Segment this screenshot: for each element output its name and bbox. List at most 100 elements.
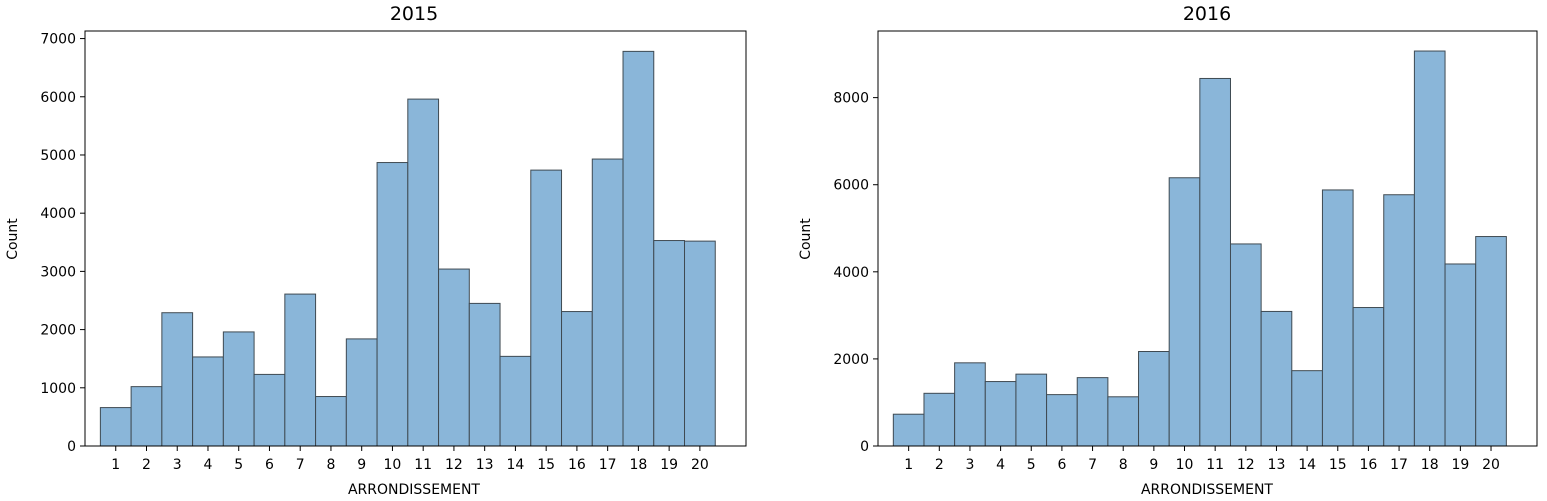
y-tick-label: 4000 bbox=[833, 265, 869, 281]
x-axis-label: ARRONDISSEMENT bbox=[348, 482, 480, 497]
x-tick-label: 9 bbox=[1149, 457, 1158, 473]
x-tick-label: 6 bbox=[265, 457, 274, 473]
bar-2 bbox=[130, 386, 163, 447]
x-tick-label: 4 bbox=[996, 457, 1005, 473]
bar-14 bbox=[499, 355, 532, 447]
x-tick-label: 12 bbox=[1237, 457, 1255, 473]
x-tick-label: 13 bbox=[1268, 457, 1286, 473]
y-axis-label: Count bbox=[5, 218, 21, 260]
bar-17 bbox=[591, 158, 624, 447]
chart-2016-svg: 2016 Count ARRONDISSEMENT 1 2 3 4 5 6 7 8 9 10 11 1… bbox=[798, 3, 1538, 498]
x-tick-label: 10 bbox=[1176, 457, 1194, 473]
chart-title: 2015 bbox=[390, 3, 438, 25]
x-tick-label: 11 bbox=[1206, 457, 1224, 473]
x-tick-label: 12 bbox=[445, 457, 463, 473]
bar-19 bbox=[1444, 263, 1477, 447]
bar-5 bbox=[1015, 373, 1048, 447]
x-tick-label: 14 bbox=[507, 457, 525, 473]
bar-16 bbox=[1352, 307, 1385, 447]
x-tick-label: 19 bbox=[1451, 457, 1469, 473]
y-tick-label: 4000 bbox=[40, 206, 76, 222]
x-tick-label: 8 bbox=[326, 457, 335, 473]
bar-6 bbox=[253, 373, 286, 447]
x-tick-label: 1 bbox=[111, 457, 120, 473]
bar-15 bbox=[1321, 189, 1354, 447]
plot-area: 1 2 3 4 5 6 7 8 9 10 11 12 13 14 15 16 17 18 19 20020004000… bbox=[833, 30, 1538, 473]
bar-4 bbox=[984, 381, 1017, 447]
bar-11 bbox=[407, 98, 440, 447]
bar-3 bbox=[954, 362, 986, 447]
bar-10 bbox=[1168, 177, 1201, 447]
bar-7 bbox=[1076, 377, 1109, 447]
bar-20 bbox=[684, 240, 716, 447]
bar-16 bbox=[561, 311, 593, 447]
bar-8 bbox=[315, 396, 347, 447]
x-tick-label: 15 bbox=[537, 457, 555, 473]
x-tick-label: 11 bbox=[414, 457, 432, 473]
bar-11 bbox=[1199, 77, 1231, 447]
x-tick-label: 19 bbox=[660, 457, 678, 473]
y-tick-label: 5000 bbox=[40, 148, 76, 164]
y-tick-label: 2000 bbox=[833, 352, 869, 368]
x-tick-label: 8 bbox=[1119, 457, 1128, 473]
x-tick-label: 17 bbox=[599, 457, 617, 473]
x-axis-label: ARRONDISSEMENT bbox=[1141, 482, 1273, 497]
bar-5 bbox=[222, 331, 255, 447]
x-tick-label: 7 bbox=[1088, 457, 1097, 473]
bar-19 bbox=[653, 240, 686, 447]
chart-2015-svg: 2015 Count ARRONDISSEMENT 1 2 3 4 5 6 7 8 9 10 11 1… bbox=[5, 3, 747, 498]
y-tick-label: 6000 bbox=[40, 90, 76, 106]
bar-12 bbox=[1229, 243, 1262, 447]
bar-4 bbox=[192, 356, 224, 447]
chart-2015: 2015 Count ARRONDISSEMENT 1 2 3 4 5 6 7 8 9 10 11 1… bbox=[0, 0, 760, 498]
x-tick-label: 18 bbox=[1421, 457, 1439, 473]
y-tick-label: 2000 bbox=[40, 323, 76, 339]
bar-2 bbox=[923, 392, 956, 447]
y-axis-label: Count bbox=[798, 218, 814, 260]
x-tick-label: 16 bbox=[1360, 457, 1378, 473]
x-tick-label: 20 bbox=[1482, 457, 1500, 473]
bar-9 bbox=[345, 338, 378, 447]
bar-14 bbox=[1291, 370, 1323, 447]
x-tick-label: 17 bbox=[1390, 457, 1408, 473]
y-tick-label: 8000 bbox=[833, 91, 869, 107]
chart-title: 2016 bbox=[1183, 3, 1231, 25]
x-tick-label: 20 bbox=[691, 457, 709, 473]
x-tick-label: 10 bbox=[384, 457, 402, 473]
x-tick-label: 18 bbox=[629, 457, 647, 473]
x-tick-label: 5 bbox=[234, 457, 243, 473]
bar-13 bbox=[468, 302, 501, 447]
x-tick-label: 9 bbox=[357, 457, 366, 473]
x-tick-label: 3 bbox=[965, 457, 974, 473]
x-tick-label: 2 bbox=[142, 457, 151, 473]
y-tick-label: 0 bbox=[67, 439, 76, 455]
bar-17 bbox=[1383, 194, 1415, 447]
x-tick-label: 7 bbox=[296, 457, 305, 473]
bar-6 bbox=[1046, 394, 1078, 447]
y-tick-label: 3000 bbox=[40, 264, 76, 280]
y-tick-label: 7000 bbox=[40, 32, 76, 48]
x-tick-label: 3 bbox=[173, 457, 182, 473]
axes-frame bbox=[84, 30, 747, 447]
bar-18 bbox=[622, 50, 655, 447]
bar-1 bbox=[99, 407, 132, 447]
x-tick-label: 14 bbox=[1298, 457, 1316, 473]
y-tick-label: 6000 bbox=[833, 178, 869, 194]
bar-3 bbox=[161, 312, 194, 447]
y-tick-label: 0 bbox=[860, 439, 869, 455]
bar-1 bbox=[892, 413, 925, 447]
x-tick-label: 16 bbox=[568, 457, 586, 473]
bar-12 bbox=[438, 268, 470, 447]
x-tick-label: 13 bbox=[476, 457, 494, 473]
bar-10 bbox=[376, 162, 409, 447]
x-tick-label: 15 bbox=[1329, 457, 1347, 473]
x-tick-label: 6 bbox=[1057, 457, 1066, 473]
bar-8 bbox=[1107, 396, 1140, 447]
axes-frame bbox=[877, 30, 1538, 447]
x-tick-label: 1 bbox=[904, 457, 913, 473]
x-tick-label: 4 bbox=[204, 457, 213, 473]
y-tick-label: 1000 bbox=[40, 381, 76, 397]
x-tick-label: 2 bbox=[935, 457, 944, 473]
x-tick-label: 5 bbox=[1027, 457, 1036, 473]
bar-7 bbox=[284, 293, 317, 447]
